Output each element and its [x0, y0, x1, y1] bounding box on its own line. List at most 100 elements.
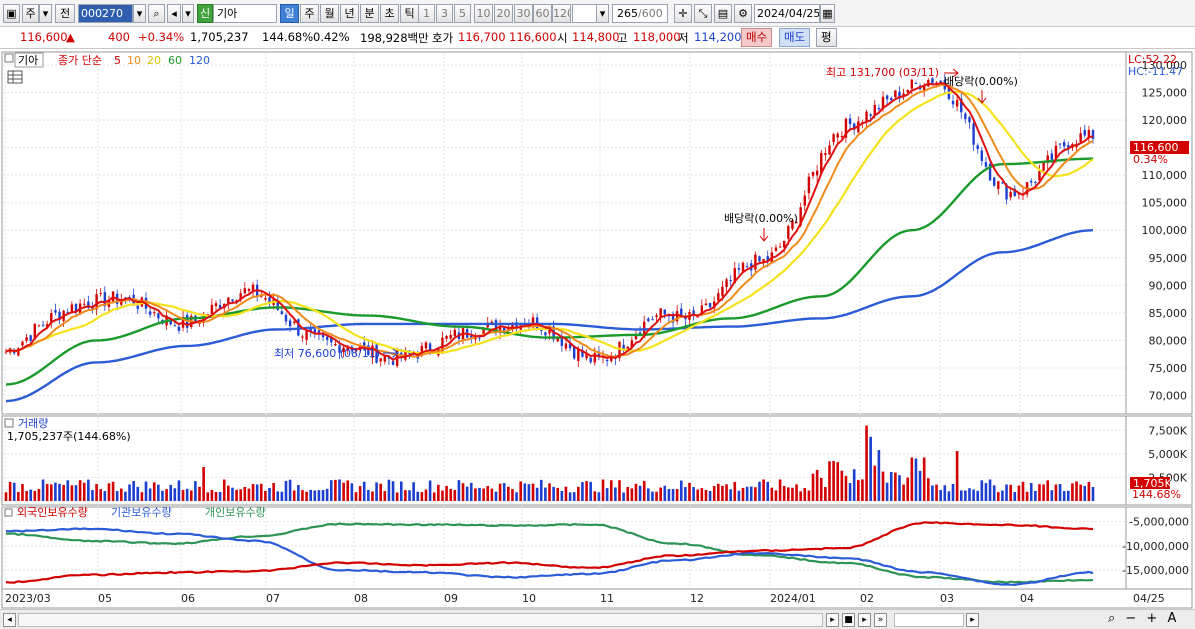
candle-body [700, 305, 704, 315]
x-tick-label: 03 [940, 592, 954, 605]
scroll-bar[interactable]: ◂ ▸ ■ ▸ » ▸ ⌕ − + A [0, 609, 1195, 629]
volume-bar [964, 490, 967, 501]
table-icon[interactable] [7, 70, 23, 84]
volume-bar [947, 491, 951, 501]
interval-tab-30[interactable]: 30 [514, 4, 533, 23]
volume-bar [568, 492, 572, 501]
volume-bar [305, 491, 308, 501]
candle-body [848, 118, 852, 125]
panel-menu-icon[interactable] [4, 53, 14, 63]
market-select[interactable]: 주 [22, 4, 39, 23]
volume-bar [634, 483, 638, 501]
period-tab-3[interactable]: 년 [340, 4, 359, 23]
count-field[interactable]: 265/600 [612, 4, 668, 23]
candle-body [478, 337, 481, 339]
period-tab-5[interactable]: 초 [380, 4, 399, 23]
save-icon[interactable]: ▤ [714, 4, 732, 23]
period-tab-2[interactable]: 월 [320, 4, 339, 23]
candle-body [828, 145, 831, 155]
volume-bar [679, 480, 683, 501]
candle-body [733, 268, 736, 284]
prev-button[interactable]: 전 [55, 4, 75, 23]
interval-tab-120[interactable]: 120 [552, 4, 571, 23]
candle-body [630, 340, 634, 348]
volume-bar [115, 491, 119, 501]
volume-bar [922, 457, 926, 501]
volume-bar [535, 487, 539, 501]
avg-button[interactable]: 평 [816, 28, 837, 47]
interval-tab-3[interactable]: 3 [436, 4, 453, 23]
calendar-icon[interactable]: ▦ [820, 4, 835, 23]
gear-icon[interactable]: ⚙ [734, 4, 752, 23]
period-tab-1[interactable]: 주 [300, 4, 319, 23]
holder-menu-icon[interactable] [4, 508, 13, 517]
candle-body [585, 354, 588, 359]
volume-bar [251, 484, 255, 501]
scroll-end-icon[interactable]: ▸ [966, 613, 979, 627]
speaker-dropdown-icon[interactable]: ▾ [182, 4, 194, 23]
volume-bar [202, 467, 205, 501]
interval-tab-60[interactable]: 60 [533, 4, 552, 23]
period-tab-0[interactable]: 일 [280, 4, 299, 23]
volume-bar [626, 486, 630, 501]
interval-dropdown-icon[interactable]: ▾ [596, 4, 609, 23]
volume-bar [231, 487, 234, 501]
code-dropdown-icon[interactable]: ▾ [133, 4, 146, 23]
interval-tab-1[interactable]: 1 [418, 4, 435, 23]
layout-icon[interactable]: ▣ [3, 4, 20, 23]
volume-bar [815, 469, 819, 501]
period-tab-4[interactable]: 분 [360, 4, 379, 23]
scroll-right-icon[interactable]: ▸ [826, 613, 839, 627]
date-field[interactable]: 2024/04/25 [754, 4, 820, 23]
scroll-left-icon[interactable]: ◂ [3, 613, 16, 627]
stock-name-field[interactable]: 기아 [213, 4, 277, 23]
speaker-icon[interactable]: ◂ [167, 4, 181, 23]
candle-body [66, 311, 69, 314]
play-icon[interactable]: ▸ [858, 613, 871, 627]
volume-last-box [1130, 477, 1170, 489]
candle-body [247, 288, 251, 291]
volume-bar [235, 489, 238, 501]
top-toolbar: ▣ 주 ▾ 전 000270 ▾ ⌕ ◂ ▾ 신 기아 ▾ 265/600 ✛ … [0, 0, 1195, 27]
crosshair-icon[interactable]: ✛ [674, 4, 692, 23]
code-input[interactable]: 000270 [78, 4, 133, 23]
interval-tab-10[interactable]: 10 [474, 4, 493, 23]
stop-icon[interactable]: ■ [842, 613, 855, 627]
candle-body [391, 361, 395, 365]
candle-body [531, 317, 535, 328]
x-tick-label: 08 [354, 592, 368, 605]
volume-bar [741, 487, 745, 501]
volume-bar [416, 491, 420, 501]
volume-bar [111, 481, 115, 501]
search-icon[interactable]: ⌕ [148, 4, 165, 23]
candle-body [881, 96, 885, 109]
interval-tab-20[interactable]: 20 [494, 4, 513, 23]
volume-menu-icon[interactable] [4, 418, 14, 428]
candle-body [577, 349, 580, 362]
zoom-controls[interactable]: ⌕ − + A [1108, 611, 1180, 626]
trend-tool-icon[interactable]: ⤡ [694, 4, 712, 23]
volume-bar [404, 490, 407, 501]
fast-forward-icon[interactable]: » [874, 613, 887, 627]
candle-body [173, 325, 177, 327]
candle-body [540, 329, 543, 331]
buy-button[interactable]: 매수 [741, 28, 773, 47]
turnover: 0.42% [313, 30, 350, 44]
volume-bar [297, 484, 300, 501]
volume-bar [288, 479, 292, 501]
candle-body [811, 172, 815, 176]
period-tab-6[interactable]: 틱 [400, 4, 419, 23]
candle-body [511, 322, 514, 329]
interval-tab-5[interactable]: 5 [454, 4, 471, 23]
zoom-slider[interactable] [894, 613, 964, 627]
candle-body [235, 300, 238, 302]
volume-bar [420, 492, 424, 501]
market-dropdown-icon[interactable]: ▾ [39, 4, 52, 23]
scroll-track[interactable] [18, 613, 823, 627]
candle-body [1087, 129, 1091, 139]
candle-body [321, 333, 325, 338]
sell-button[interactable]: 매도 [779, 28, 811, 47]
volume-bar [428, 480, 432, 501]
